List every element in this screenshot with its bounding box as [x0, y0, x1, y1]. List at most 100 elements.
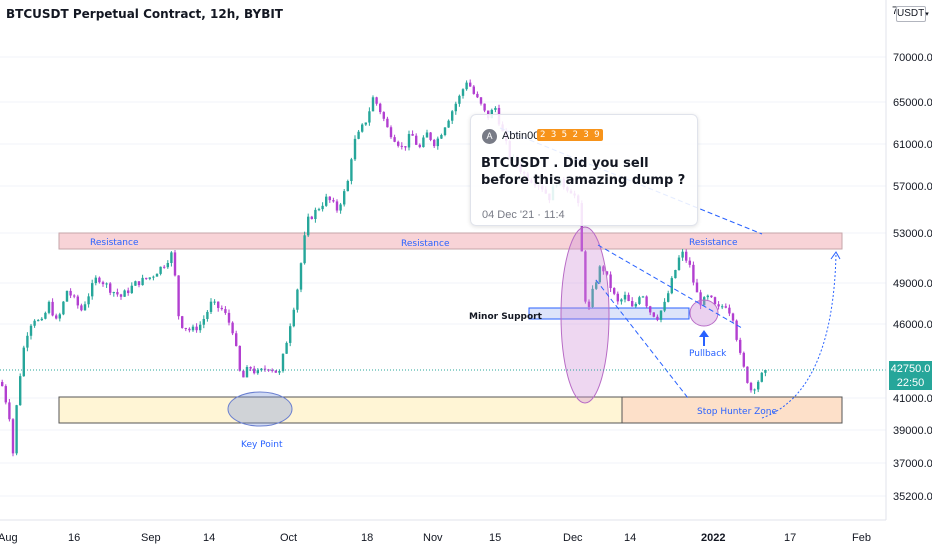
candle	[292, 307, 295, 328]
candle	[469, 79, 472, 87]
candle	[123, 289, 126, 297]
time-axis[interactable]	[0, 520, 932, 550]
time-tick-label: 2022	[701, 532, 725, 544]
candle	[584, 250, 587, 304]
comment-card[interactable]: A Abtin00 2 3 5 2 3 9 BTCUSDT . Did you …	[470, 114, 698, 226]
candle	[220, 305, 223, 311]
currency-label: USDT	[897, 8, 925, 19]
candle	[443, 126, 447, 137]
price-axis-ticks: 70000.0 65000.0 61000.0 57000.0 53000.0 49000…	[893, 52, 932, 503]
candle	[400, 142, 403, 150]
candle	[422, 135, 425, 148]
candle	[321, 202, 324, 212]
candle	[343, 189, 346, 207]
candle	[274, 370, 277, 373]
candle	[163, 264, 166, 269]
drop-ellipse	[560, 226, 610, 404]
candle	[159, 266, 162, 276]
candle	[724, 303, 727, 309]
candle	[393, 134, 396, 143]
candle	[494, 106, 497, 113]
candle	[101, 280, 105, 287]
candle	[677, 255, 681, 271]
candle	[623, 291, 627, 303]
avatar[interactable]: A	[482, 129, 497, 144]
candle	[602, 265, 605, 275]
candle	[674, 269, 677, 279]
candle	[483, 103, 486, 113]
candle	[263, 365, 267, 372]
time-tick-label: Feb	[852, 532, 871, 544]
price-axis-top-label: 7	[892, 5, 898, 17]
candle	[407, 130, 411, 151]
candle	[425, 129, 429, 138]
candle	[105, 282, 108, 288]
last-price-tag: 42750.0 22:50	[889, 361, 932, 390]
candles	[1, 79, 767, 457]
resistance-zone	[58, 232, 843, 250]
minor-support-label: Minor Support	[469, 312, 543, 322]
candle	[595, 279, 598, 291]
candle	[33, 319, 36, 328]
candle	[735, 319, 738, 342]
trend-line-upper	[499, 127, 763, 235]
price-tick-label: 37000.0	[893, 458, 932, 470]
currency-selector[interactable]: USDT▾	[896, 6, 929, 22]
candle	[281, 353, 285, 373]
candle	[681, 248, 684, 261]
resistance-label-mid: Resistance	[401, 239, 450, 249]
price-tick-label: 39000.0	[893, 425, 932, 437]
last-price-value: 42750.0	[890, 363, 931, 375]
candle	[713, 296, 717, 305]
candle	[404, 146, 407, 151]
time-tick-label: 16	[68, 532, 80, 544]
resistance-label-right: Resistance	[689, 238, 738, 248]
resistance-label-left: Resistance	[90, 238, 139, 248]
candle	[591, 285, 594, 308]
chart-title: BTCUSDT Perpetual Contract, 12h, BYBIT	[6, 7, 283, 21]
time-tick-label: 14	[624, 532, 636, 544]
candle	[461, 88, 465, 99]
candle	[199, 321, 202, 333]
bar-countdown: 22:50	[896, 377, 925, 389]
candle	[339, 202, 342, 214]
price-tick-label: 35200.0	[893, 491, 932, 503]
candle	[22, 345, 25, 377]
candle	[458, 94, 461, 107]
comment-author[interactable]: Abtin00	[502, 130, 540, 142]
candle	[346, 179, 349, 192]
candle	[73, 294, 76, 299]
candle	[685, 249, 688, 263]
candle	[44, 311, 47, 320]
candle	[152, 275, 155, 281]
candle	[181, 315, 184, 329]
stop-hunter-zone	[621, 396, 843, 424]
candle	[760, 371, 763, 383]
candle	[127, 287, 130, 296]
candle	[350, 157, 353, 185]
candle	[641, 295, 645, 298]
price-tick-label: 61000.0	[893, 139, 932, 151]
candle	[332, 197, 335, 203]
candle	[717, 301, 720, 310]
candle	[1, 379, 4, 387]
candle	[231, 321, 234, 336]
projection-arrowhead	[830, 251, 841, 260]
candle	[94, 275, 97, 286]
candle	[173, 249, 177, 277]
time-tick-label: Nov	[423, 532, 443, 544]
candle	[454, 101, 457, 115]
comment-text: BTCUSDT . Did you sell before this amazi…	[481, 156, 686, 188]
candle	[184, 327, 187, 332]
candle	[40, 317, 43, 322]
trend-line-channel-top	[597, 244, 743, 329]
candle	[631, 297, 634, 307]
time-tick-label: Dec	[563, 532, 583, 544]
candle	[688, 257, 691, 268]
candle	[80, 303, 83, 312]
candle	[62, 301, 65, 316]
price-axis[interactable]	[886, 0, 932, 520]
time-tick-label: Aug	[0, 532, 18, 544]
candle	[667, 290, 670, 303]
